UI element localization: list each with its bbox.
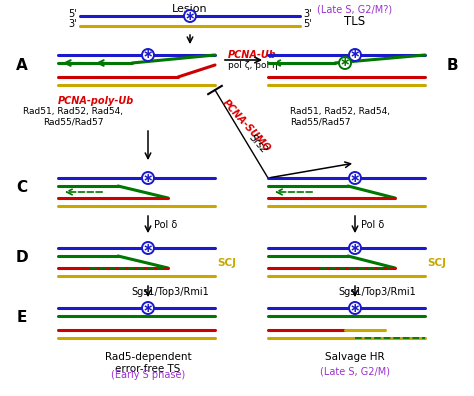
Circle shape — [142, 302, 154, 314]
Circle shape — [142, 49, 154, 61]
Text: D: D — [16, 251, 28, 265]
Text: E: E — [17, 310, 27, 326]
Circle shape — [349, 302, 361, 314]
Circle shape — [339, 57, 351, 69]
Text: 5': 5' — [303, 19, 312, 29]
Text: (Early S phase): (Early S phase) — [111, 370, 185, 380]
Circle shape — [349, 49, 361, 61]
Circle shape — [349, 172, 361, 184]
Text: Rad51, Rad52, Rad54,
Rad55/Rad57: Rad51, Rad52, Rad54, Rad55/Rad57 — [290, 107, 390, 126]
Text: (Late S, G2/M): (Late S, G2/M) — [320, 366, 390, 376]
Text: PCNA-Ub: PCNA-Ub — [228, 50, 277, 60]
Text: Pol δ: Pol δ — [155, 220, 178, 230]
Text: Sgs1/Top3/Rmi1: Sgs1/Top3/Rmi1 — [131, 287, 209, 297]
Text: A: A — [16, 57, 28, 72]
Text: TLS: TLS — [345, 15, 365, 28]
Text: ∗: ∗ — [350, 242, 360, 255]
Circle shape — [349, 242, 361, 254]
Text: ∗: ∗ — [143, 301, 153, 314]
Text: SCJ: SCJ — [427, 258, 446, 268]
Text: Lesion: Lesion — [172, 4, 208, 14]
Text: B: B — [446, 57, 458, 72]
Text: ∗: ∗ — [340, 57, 350, 70]
Text: ∗: ∗ — [143, 171, 153, 185]
Text: 5': 5' — [68, 9, 77, 19]
Text: ∗: ∗ — [350, 301, 360, 314]
Text: (Late S, G2/M?): (Late S, G2/M?) — [318, 4, 392, 14]
Circle shape — [184, 10, 196, 22]
Text: Rad51, Rad52, Rad54,
Rad55/Rad57: Rad51, Rad52, Rad54, Rad55/Rad57 — [23, 107, 123, 126]
Text: ∗: ∗ — [350, 48, 360, 61]
Text: ∗: ∗ — [185, 10, 195, 23]
Text: ∗: ∗ — [350, 171, 360, 185]
Circle shape — [142, 172, 154, 184]
Text: SCJ: SCJ — [217, 258, 236, 268]
Text: 3': 3' — [68, 19, 77, 29]
Text: ∗: ∗ — [143, 242, 153, 255]
Text: Sgs1/Top3/Rmi1: Sgs1/Top3/Rmi1 — [338, 287, 416, 297]
Text: Srs2: Srs2 — [247, 133, 269, 155]
Text: ∗: ∗ — [143, 48, 153, 61]
Text: PCNA-poly-Ub: PCNA-poly-Ub — [58, 96, 134, 106]
Text: Salvage HR: Salvage HR — [325, 352, 385, 362]
Text: PCNA-SUMO: PCNA-SUMO — [220, 98, 273, 154]
Text: Rad5-dependent
error-free TS: Rad5-dependent error-free TS — [105, 352, 191, 373]
Text: 3': 3' — [303, 9, 311, 19]
Text: C: C — [17, 181, 27, 196]
Text: pol ζ, pol η: pol ζ, pol η — [228, 61, 278, 70]
Circle shape — [142, 242, 154, 254]
Text: Pol δ: Pol δ — [361, 220, 384, 230]
